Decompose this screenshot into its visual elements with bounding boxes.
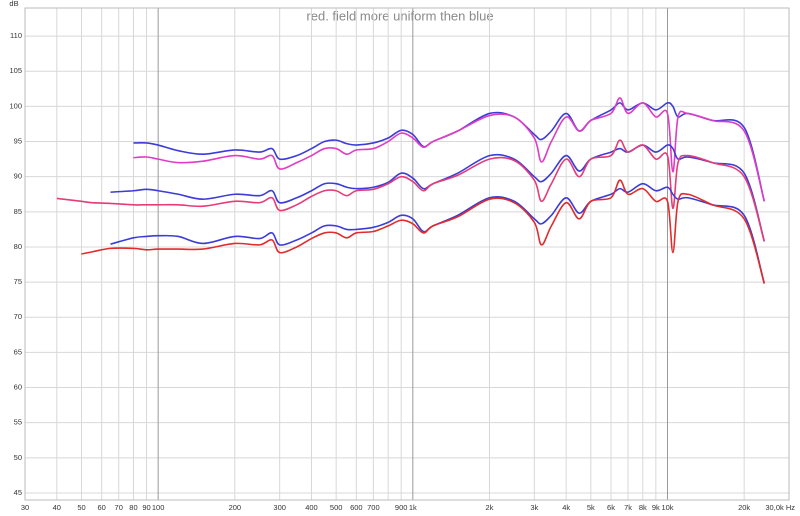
y-tick-label: 45 (14, 488, 22, 497)
plot-frame (24, 7, 790, 501)
y-tick-label: 95 (14, 137, 22, 146)
line (56, 139, 766, 242)
x-tick-label: 600 (350, 503, 363, 512)
line (133, 97, 766, 202)
y-tick-label: 105 (9, 66, 22, 75)
y-axis-label: dB (9, 0, 18, 8)
x-tick-label: 10k (661, 503, 673, 512)
x-tick-label: 20k (738, 503, 750, 512)
y-tick-label: 85 (14, 207, 22, 216)
y-tick-label: 55 (14, 418, 22, 427)
x-tick-label: 100 (152, 503, 165, 512)
y-tick-label: 70 (14, 312, 22, 321)
x-tick-label: 400 (305, 503, 318, 512)
x-tick-label: 30,0k Hz (765, 503, 795, 512)
x-tick-label: 500 (330, 503, 343, 512)
y-tick-label: 80 (14, 242, 22, 251)
y-tick-label: 110 (10, 31, 22, 40)
y-tick-label: 50 (14, 453, 22, 462)
y-tick-label: 60 (14, 383, 22, 392)
y-tick-label: 100 (9, 101, 22, 110)
x-tick-label: 1k (409, 503, 417, 512)
x-tick-label: 70 (115, 503, 123, 512)
line (81, 179, 766, 284)
x-tick-label: 6k (607, 503, 615, 512)
x-tick-label: 5k (587, 503, 595, 512)
x-tick-label: 300 (273, 503, 286, 512)
x-tick-label: 80 (129, 503, 137, 512)
x-tick-label: 200 (229, 503, 242, 512)
x-tick-label: 900 (395, 503, 408, 512)
x-tick-label: 7k (624, 503, 632, 512)
y-tick-label: 75 (14, 277, 22, 286)
x-tick-label: 4k (562, 503, 570, 512)
x-tick-label: 700 (367, 503, 380, 512)
y-tick-label: 65 (14, 347, 22, 356)
x-tick-label: 3k (530, 503, 538, 512)
x-tick-label: 2k (486, 503, 494, 512)
x-tick-label: 40 (53, 503, 61, 512)
chart-title: red. field more uniform then blue (306, 8, 493, 23)
x-tick-label: 60 (97, 503, 105, 512)
x-tick-label: 8k (639, 503, 647, 512)
y-tick-label: 90 (14, 172, 22, 181)
x-tick-label: 30 (21, 503, 29, 512)
x-tick-label: 9k (652, 503, 660, 512)
x-tick-label: 90 (142, 503, 150, 512)
x-tick-label: 50 (77, 503, 85, 512)
